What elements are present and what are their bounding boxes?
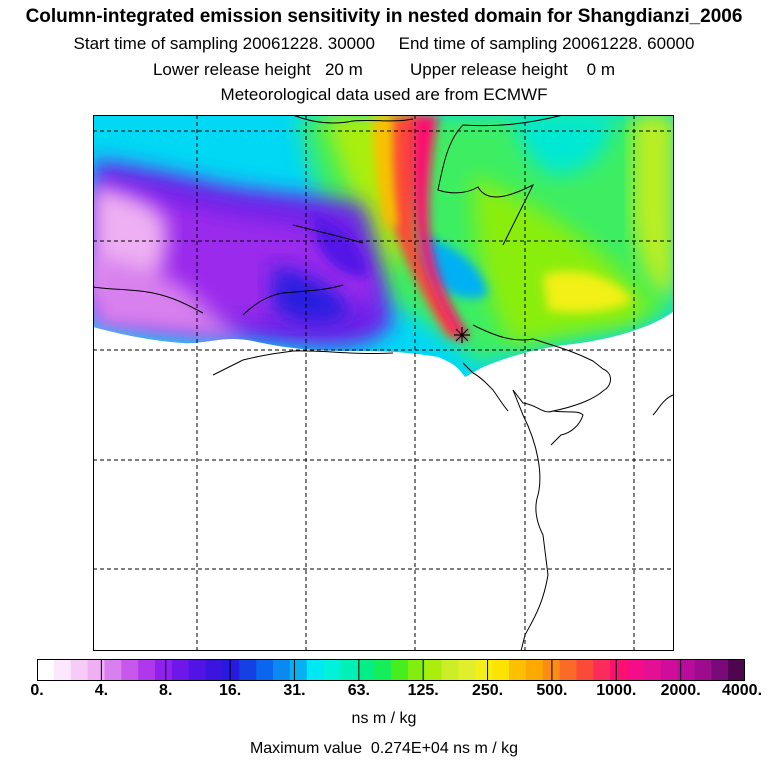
- lat-lon-gridlines: [93, 115, 674, 651]
- color-scale-tick-label: 63.: [347, 682, 370, 699]
- color-scale-bin: [171, 659, 190, 681]
- color-scale-tick-label: 2000.: [660, 682, 701, 699]
- color-scale-tick-label: 8.: [159, 682, 173, 699]
- color-scale-bin: [340, 659, 358, 681]
- color-scale-bin: [53, 659, 72, 681]
- color-scale-unit: ns m / kg: [351, 710, 417, 727]
- color-scale-bin: [289, 659, 308, 681]
- color-scale-bin: [239, 659, 257, 681]
- map-svg: [92, 114, 674, 652]
- color-scale-bin: [205, 659, 223, 681]
- color-scale-ticks: 0. 4. 8. 16. 31. 63. 125. 250. 500. 1000. 2000. 400…: [0, 682, 768, 704]
- map-frame: [93, 115, 674, 651]
- color-scale-bin: [70, 659, 88, 681]
- map-title: Column-integrated emission sensitivity i…: [25, 6, 743, 27]
- color-scale-bin: [728, 659, 745, 681]
- color-scale-bin: [694, 659, 712, 681]
- color-scale-bin: [593, 659, 611, 681]
- color-scale-tick-label: 4.: [94, 682, 109, 699]
- color-scale-bin: [576, 659, 594, 681]
- meteo-source: Meteorological data used are from ECMWF: [220, 85, 548, 104]
- color-scale-tick-label: 4000.: [721, 682, 763, 699]
- color-scale-bin: [222, 659, 240, 681]
- sensitivity-map: [92, 114, 674, 652]
- color-scale-bar: [37, 659, 745, 681]
- color-scale-bin: [441, 659, 459, 681]
- color-scale-tick-label: 0.: [30, 682, 44, 699]
- color-scale-tick-label: 500.: [536, 682, 568, 699]
- color-scale-bin: [138, 659, 156, 681]
- color-scale-frame: [37, 659, 745, 681]
- coastline-borders: [92, 114, 674, 652]
- sampling-period: Start time of sampling 20061228. 30000 E…: [73, 34, 695, 53]
- color-scale-bin: [87, 659, 105, 681]
- color-scale-bin: [424, 659, 442, 681]
- maximum-value: Maximum value 0.274E+04 ns m / kg: [249, 740, 519, 757]
- receptor-marker-icon: [454, 327, 470, 343]
- color-scale-bin: [711, 659, 729, 681]
- color-scale-bins: [37, 659, 745, 681]
- color-scale-tick-label: 250.: [471, 682, 504, 699]
- color-scale-bin: [677, 659, 695, 681]
- color-scale-bin: [525, 659, 544, 681]
- color-scale-bin: [121, 659, 139, 681]
- color-scale-bin: [475, 659, 493, 681]
- color-scale-bin: [559, 659, 577, 681]
- color-scale-bin: [643, 659, 662, 681]
- color-scale-bin: [256, 659, 274, 681]
- color-scale-separators: [100, 659, 682, 681]
- color-scale-bin: [155, 659, 173, 681]
- color-scale-bin: [273, 659, 291, 681]
- color-scale-bin: [610, 659, 628, 681]
- color-scale-bin: [391, 659, 409, 681]
- color-scale-bin: [627, 659, 645, 681]
- color-scale-bin: [660, 659, 678, 681]
- color-scale-bin: [542, 659, 560, 681]
- color-scale-bin: [104, 659, 122, 681]
- color-scale-bin: [374, 659, 392, 681]
- color-scale-bin: [357, 659, 375, 681]
- emission-sensitivity-field: [93, 115, 674, 377]
- color-scale-bin: [458, 659, 476, 681]
- color-scale-bin: [323, 659, 341, 681]
- color-scale-tick-label: 1000.: [596, 682, 637, 699]
- color-scale-tick-label: 16.: [218, 682, 242, 699]
- color-scale-bin: [509, 659, 527, 681]
- color-scale-bin: [37, 659, 55, 681]
- color-scale-bin: [188, 659, 206, 681]
- release-heights: Lower release height 20 m Upper release …: [152, 60, 616, 79]
- color-scale-bin: [306, 659, 324, 681]
- color-scale-bin: [492, 659, 510, 681]
- color-scale-tick-label: 125.: [407, 682, 439, 699]
- color-scale-tick-label: 31.: [283, 682, 306, 699]
- color-scale-bin: [407, 659, 426, 681]
